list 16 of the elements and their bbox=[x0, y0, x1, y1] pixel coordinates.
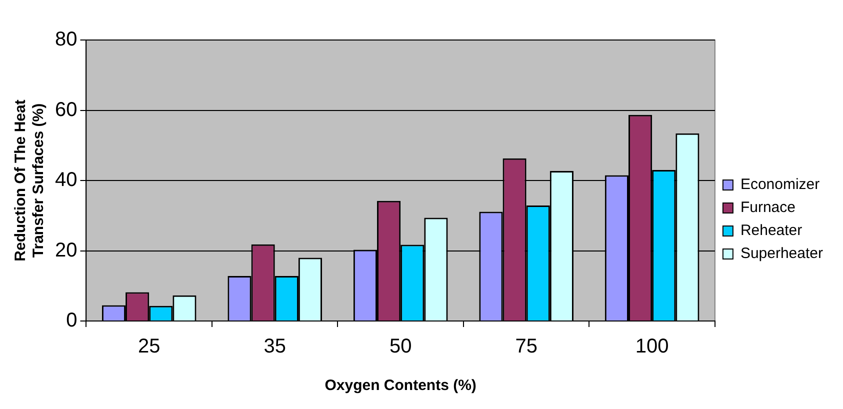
x-axis-title: Oxygen Contents (%) bbox=[324, 377, 476, 394]
x-tick-label: 50 bbox=[389, 336, 412, 358]
legend-label: Furnace bbox=[740, 199, 796, 216]
legend-label: Reheater bbox=[740, 222, 802, 240]
x-tick-label: 100 bbox=[635, 336, 669, 358]
y-axis-title: Reduction Of The Heat Transfer Surfaces (%) bbox=[12, 100, 48, 262]
y-tick-label: 60 bbox=[54, 98, 78, 121]
y-tick-label: 20 bbox=[54, 239, 78, 262]
y-tick-label: 80 bbox=[54, 28, 78, 51]
legend-label: Economizer bbox=[740, 176, 820, 194]
y-tick-label: 40 bbox=[54, 169, 78, 192]
x-tick-label: 35 bbox=[264, 336, 286, 358]
x-tick-label: 75 bbox=[515, 336, 538, 358]
y-tick-label: 0 bbox=[66, 310, 78, 332]
x-tick-label: 25 bbox=[138, 336, 160, 358]
legend-label: Superheater bbox=[740, 245, 824, 262]
